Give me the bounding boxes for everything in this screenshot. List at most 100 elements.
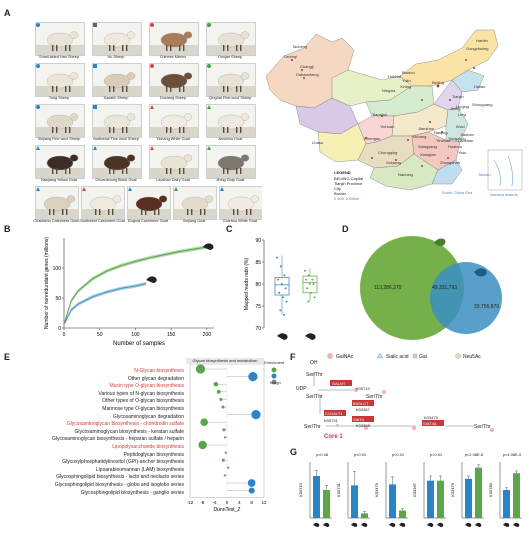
node-ser-thr-3: Ser/Thr	[366, 394, 383, 400]
o-glycan-pathway: GalNAc Sialic acid Gal Neu5Ac OH Ser/Thr…	[296, 352, 526, 446]
breed-photo	[92, 22, 142, 56]
animal-leg	[99, 209, 101, 215]
data-point	[307, 300, 310, 303]
rarefaction-svg: 0 50 100 150 200 0 50 100 Number of samples Numbe…	[44, 237, 214, 347]
animal-leg	[52, 168, 54, 174]
map-city-label: Guiyang	[386, 160, 401, 165]
breed-photo	[92, 63, 142, 97]
animal-leg	[170, 168, 172, 174]
series-line	[64, 283, 147, 324]
core-1-label: Core 1	[324, 434, 343, 440]
breed-photo	[92, 145, 142, 179]
breed-name: Nanjiang Yellow Goat	[40, 178, 78, 182]
breed-name: Yichang White Goat	[156, 137, 190, 141]
animal-head	[204, 195, 214, 203]
animal-leg	[236, 86, 238, 92]
y-tick-label: 100	[53, 266, 62, 272]
lollipop-dot	[223, 474, 226, 477]
map-legend-item: BEIJING Capital	[334, 176, 364, 181]
legend-sialic: Sialic acid	[386, 354, 409, 360]
bar	[503, 490, 510, 518]
x-tick-label: 12	[261, 500, 267, 505]
panel-label-e: E	[4, 352, 11, 362]
panel-label-g: G	[290, 447, 298, 457]
breed-photo	[206, 22, 256, 56]
ground	[207, 45, 255, 55]
breed-marker-icon	[93, 64, 97, 68]
lollipop-dot	[248, 371, 258, 382]
venn-svg	[360, 236, 502, 340]
animal-head	[69, 113, 79, 121]
bar	[437, 480, 444, 518]
map-city-label: Jianzhou	[418, 126, 435, 131]
animal-head	[66, 195, 76, 203]
animal-picture	[82, 195, 124, 219]
lollipop-dot	[227, 466, 230, 469]
animal-leg	[122, 127, 124, 133]
data-point	[276, 256, 278, 259]
venn-sheep-value: 113,286,370	[374, 285, 402, 291]
breed-photo	[35, 145, 85, 179]
animal-leg	[112, 209, 114, 215]
marker-triangle	[207, 146, 211, 150]
map-city-label: Xiangyang	[418, 144, 437, 149]
p-value-label: p<0.01	[391, 452, 405, 457]
animal-body	[160, 114, 188, 130]
y-axis-label: K00731	[336, 482, 341, 497]
breed-photo	[149, 104, 199, 138]
bar	[361, 513, 368, 518]
legend-neu5ac: Neu5Ac	[463, 354, 481, 360]
bar	[475, 467, 482, 518]
p-value-label: p<4.08E-5	[502, 452, 522, 457]
animal-head	[126, 113, 136, 121]
animal-leg	[166, 168, 168, 174]
data-point	[284, 287, 287, 290]
animal-leg	[250, 209, 252, 215]
ko-k03367: K03367	[356, 407, 370, 412]
data-point	[280, 283, 283, 285]
lollipop-dot	[248, 487, 255, 494]
breed-name: Southwest Cashmere Goat	[79, 219, 125, 223]
x-tick-label: -4	[213, 500, 217, 505]
breed-photo	[35, 22, 85, 56]
y-tick-label: 0	[58, 326, 61, 332]
animal-leg	[56, 168, 58, 174]
breed-marker-icon	[36, 64, 40, 68]
map-city-label: Yiwu	[458, 150, 467, 155]
animal-head	[240, 72, 250, 80]
animal-picture	[150, 31, 198, 55]
breed-marker-icon	[207, 105, 211, 109]
breed-name: Tong Sheep	[48, 96, 70, 100]
animal-leg	[223, 86, 225, 92]
animal-picture	[36, 113, 84, 137]
pathway-name: Various types of N-glycan biosynthesis	[98, 390, 184, 397]
enzyme-siat4a: SIAT4A	[423, 421, 437, 426]
map-city-label: Xining	[400, 84, 412, 89]
map-city-label: Tianjin	[452, 94, 464, 99]
rarefaction-chart: 0 50 100 150 200 0 50 100 Number of samples Numbe…	[12, 230, 222, 348]
animal-body	[103, 155, 131, 171]
sheep-icon	[399, 522, 406, 527]
data-point	[279, 265, 282, 268]
animal-leg	[183, 168, 185, 174]
data-point	[283, 274, 286, 277]
goat-icon	[474, 268, 487, 277]
animal-body	[103, 73, 131, 89]
map-city-label: Linqing	[456, 104, 469, 109]
animal-head	[158, 195, 168, 203]
animal-leg	[69, 127, 71, 133]
pathway-name: Glycosaminoglycan biosynthesis - heparan…	[51, 436, 184, 443]
map-city-label: Yulin	[402, 78, 411, 83]
animal-leg	[52, 127, 54, 133]
sheep-icon	[202, 243, 214, 250]
x-tick-label: 0	[226, 500, 229, 505]
map-city-label: Yichang	[412, 134, 427, 139]
boxplot-svg: 90 85 80 75 70 Mapped reads ratio (%)	[244, 238, 318, 340]
pathway-name: N-Glycan biosynthesis	[134, 368, 184, 374]
animal-leg	[145, 209, 147, 215]
breed-name: Laoshan Dairy Goat	[156, 178, 190, 182]
marker-triangle	[93, 146, 97, 150]
map-legend-item: Border	[334, 191, 347, 196]
animal-leg	[56, 86, 58, 92]
lollipop-dot	[247, 479, 256, 487]
